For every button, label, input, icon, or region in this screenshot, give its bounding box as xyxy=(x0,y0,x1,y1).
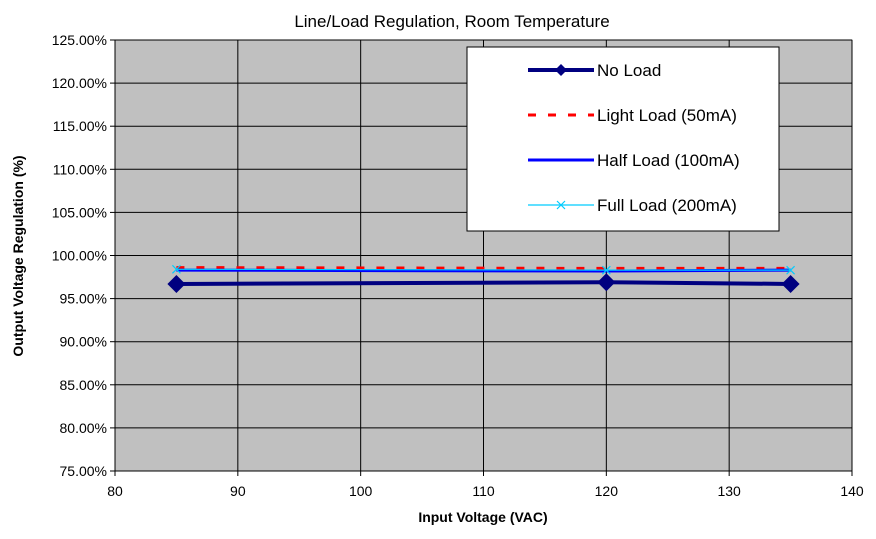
legend: No Load Light Load (50mA) Half Load (100mA… xyxy=(466,46,780,232)
y-tick-label: 100.00% xyxy=(52,248,107,264)
data-point-x xyxy=(556,200,566,210)
legend-label: Full Load (200mA) xyxy=(597,196,737,215)
data-point-diamond xyxy=(597,273,616,292)
data-point-diamond xyxy=(555,64,567,76)
series-3 xyxy=(171,264,796,275)
legend-label: No Load xyxy=(597,61,661,80)
series-line xyxy=(176,266,791,270)
series-1 xyxy=(176,266,791,270)
y-tick-label: 85.00% xyxy=(60,377,107,393)
y-tick-label: 75.00% xyxy=(60,463,107,479)
chart-title: Line/Load Regulation, Room Temperature xyxy=(294,12,609,31)
data-point-x xyxy=(601,265,611,275)
y-tick-label: 105.00% xyxy=(52,204,107,220)
y-tick-label: 115.00% xyxy=(53,118,107,134)
data-point-diamond xyxy=(781,274,800,293)
x-tick-label: 90 xyxy=(230,483,246,499)
x-tick-label: 140 xyxy=(840,483,864,499)
y-tick-labels: 75.00% 80.00% 85.00% 90.00% 95.00% 100.00% 105… xyxy=(52,32,107,479)
x-tick-label: 100 xyxy=(349,483,373,499)
legend-box xyxy=(466,46,780,232)
y-axis-label: Output Voltage Regulation (%) xyxy=(10,155,26,356)
data-point-diamond xyxy=(167,274,186,293)
data-point-x xyxy=(171,264,181,274)
y-tick-label: 90.00% xyxy=(60,334,107,350)
legend-label: Light Load (50mA) xyxy=(597,106,737,125)
y-tick-label: 125.00% xyxy=(52,32,107,48)
y-tick-label: 80.00% xyxy=(60,420,107,436)
x-tick-labels: 80 90 100 110 120 130 140 xyxy=(107,483,864,499)
legend-item: Full Load (200mA) xyxy=(528,196,737,215)
legend-item: Light Load (50mA) xyxy=(528,106,737,125)
y-tick-label: 95.00% xyxy=(60,291,107,307)
x-tick-label: 130 xyxy=(717,483,741,499)
x-tick-label: 110 xyxy=(472,483,495,499)
series-layer xyxy=(167,264,800,293)
legend-label: Half Load (100mA) xyxy=(597,151,740,170)
x-axis-label: Input Voltage (VAC) xyxy=(418,509,547,525)
y-tick-label: 120.00% xyxy=(52,75,107,91)
data-point-x xyxy=(786,265,796,275)
x-tick-label: 120 xyxy=(595,483,619,499)
x-tick-label: 80 xyxy=(107,483,123,499)
legend-item: Half Load (100mA) xyxy=(528,151,740,170)
axes xyxy=(110,39,853,476)
series-0 xyxy=(167,273,800,293)
legend-item: No Load xyxy=(528,61,661,80)
series-line xyxy=(176,280,791,286)
y-tick-label: 110.00% xyxy=(53,161,107,177)
